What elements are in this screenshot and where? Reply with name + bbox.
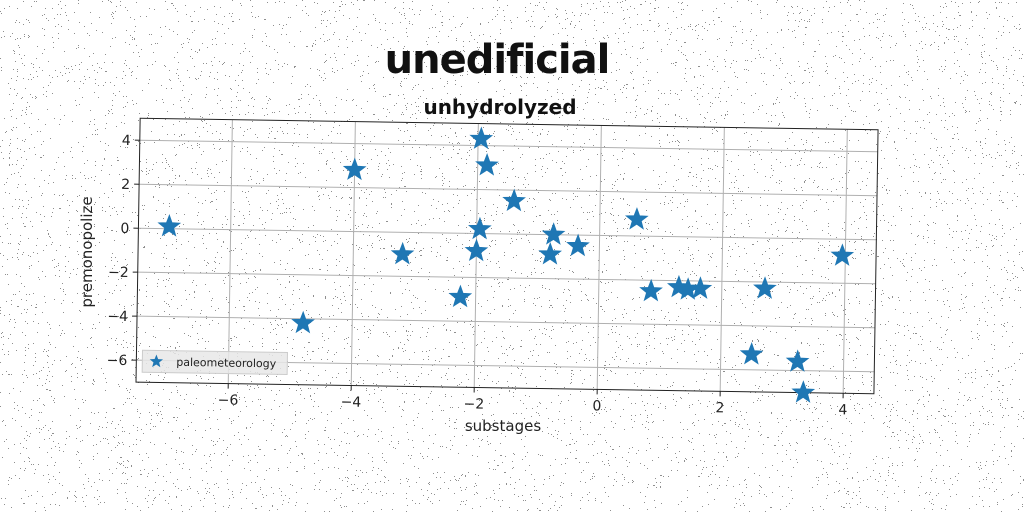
data-point-star (502, 188, 526, 212)
axes-frame (135, 117, 879, 395)
legend-marker (149, 354, 164, 368)
data-point-star (639, 278, 663, 302)
x-tick-label: 0 (592, 398, 601, 414)
ticks: −6 −4 −2 0 2 4 −6 −4 −2 0 2 4 (107, 133, 848, 418)
legend-label: paleometeorology (176, 356, 277, 371)
x-tick-label: 4 (838, 402, 847, 418)
y-tick-label: 2 (121, 177, 130, 193)
grid (136, 119, 878, 394)
y-tick-label: −6 (107, 353, 128, 369)
data-point-star (448, 284, 473, 308)
legend: paleometeorology (141, 349, 288, 376)
y-tick-label: 0 (120, 221, 129, 237)
y-axis-label: premonopolize (78, 196, 96, 307)
data-point-star (390, 241, 415, 265)
legend-box (141, 349, 288, 376)
data-point-star (291, 310, 315, 334)
data-point-star (469, 126, 494, 150)
x-grid-line (596, 125, 602, 390)
data-point-star (830, 243, 855, 266)
x-axis-label: substages (465, 417, 541, 435)
x-tick-label: −6 (218, 392, 239, 408)
y-tick-label: 4 (122, 133, 131, 149)
data-point-star (541, 222, 566, 245)
chart-subtitle: unhydrolyzed (423, 95, 576, 119)
data-point-star (625, 207, 649, 230)
data-point-star (785, 349, 810, 372)
data-point-star (468, 216, 492, 240)
data-point-star (753, 276, 777, 299)
y-grid-line (137, 271, 876, 285)
x-tick-label: −2 (464, 396, 485, 412)
y-grid-line (138, 227, 877, 241)
y-grid-line (139, 183, 878, 197)
y-grid-line (137, 315, 875, 329)
chart-title: unedificial (385, 37, 610, 83)
x-grid-line (719, 127, 725, 392)
x-tick-label: −4 (341, 394, 362, 410)
y-tick-label: −4 (107, 309, 128, 325)
y-grid-line (139, 139, 878, 153)
markers (157, 126, 855, 403)
data-point-star (791, 380, 816, 403)
data-point-star (475, 153, 499, 176)
x-grid-line (227, 119, 233, 384)
data-point-star (688, 276, 713, 299)
plot-area: −6 −4 −2 0 2 4 −6 −4 −2 0 2 4 paleometeorology (107, 117, 879, 418)
data-point-star (157, 214, 182, 237)
data-point-star (464, 238, 489, 262)
y-tick-label: −2 (108, 265, 129, 281)
data-point-star (739, 342, 764, 365)
data-point-star (566, 233, 590, 257)
data-point-star (538, 242, 562, 265)
data-point-star (342, 157, 367, 181)
x-tick-label: 2 (715, 400, 724, 416)
